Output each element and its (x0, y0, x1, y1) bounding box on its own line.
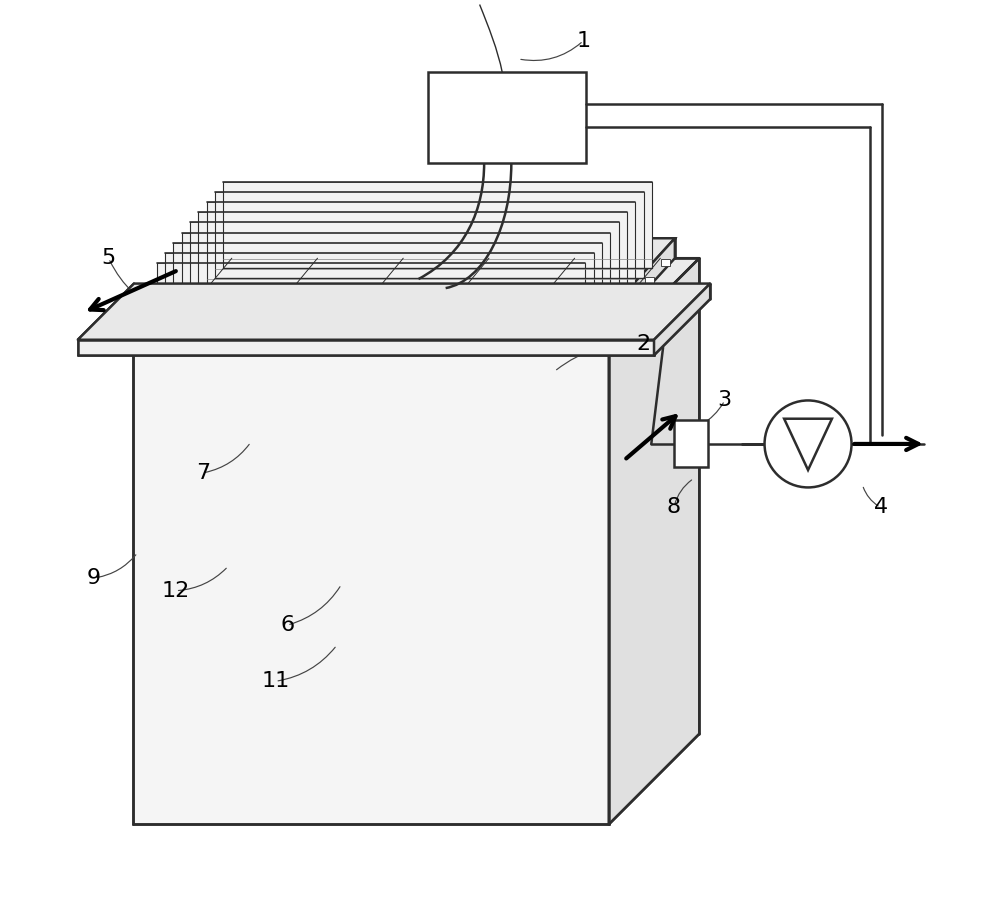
Text: 1: 1 (576, 31, 590, 51)
Polygon shape (149, 238, 675, 329)
Polygon shape (609, 258, 699, 824)
Polygon shape (165, 253, 594, 339)
Bar (344, 334, 361, 343)
Bar (160, 334, 176, 343)
Bar (612, 313, 621, 321)
Polygon shape (215, 192, 644, 278)
Polygon shape (592, 238, 675, 349)
Bar (674, 420, 708, 467)
Bar (595, 332, 604, 339)
Bar (645, 277, 654, 284)
Polygon shape (182, 233, 610, 319)
Text: 11: 11 (261, 671, 289, 691)
Bar (529, 334, 545, 343)
Polygon shape (190, 223, 619, 309)
Text: 3: 3 (718, 390, 732, 410)
Text: 6: 6 (280, 615, 294, 635)
Polygon shape (133, 349, 609, 824)
Polygon shape (157, 258, 660, 349)
Text: 9: 9 (87, 568, 101, 588)
Circle shape (765, 400, 852, 487)
Bar (418, 334, 434, 343)
Text: 5: 5 (101, 248, 116, 268)
Polygon shape (133, 258, 699, 349)
Bar (455, 334, 471, 343)
Text: 12: 12 (162, 581, 190, 601)
Polygon shape (173, 243, 602, 329)
Bar (492, 334, 508, 343)
Bar (381, 334, 398, 343)
Text: 7: 7 (196, 463, 210, 483)
Bar (197, 334, 213, 343)
Text: 4: 4 (873, 497, 888, 517)
Bar (234, 334, 250, 343)
Polygon shape (654, 284, 710, 355)
Text: 8: 8 (667, 497, 681, 517)
Polygon shape (157, 263, 585, 349)
Polygon shape (198, 212, 627, 298)
Bar (566, 334, 582, 343)
Polygon shape (78, 284, 710, 340)
Polygon shape (149, 329, 592, 349)
Bar (661, 259, 670, 266)
Text: 2: 2 (636, 334, 650, 354)
Polygon shape (784, 419, 832, 470)
Polygon shape (223, 182, 652, 268)
Bar (628, 295, 637, 303)
Bar (270, 334, 287, 343)
Bar (428, 72, 586, 163)
Bar (307, 334, 324, 343)
Polygon shape (78, 340, 654, 355)
Polygon shape (207, 202, 635, 288)
